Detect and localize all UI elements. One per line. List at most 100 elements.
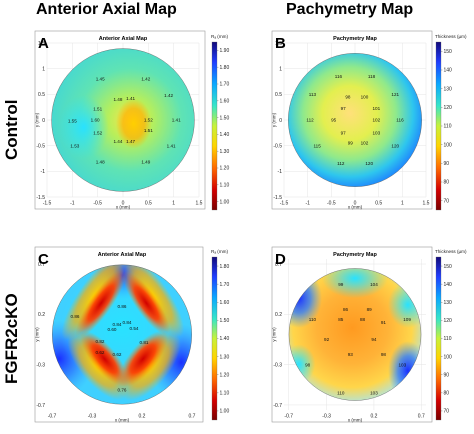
column-title-pachymetry: Pachymetry Map — [286, 1, 414, 18]
colorbar-tick-label: 80 — [444, 391, 450, 397]
data-label: 89 — [367, 307, 373, 312]
colorbar-tick-label: 1.20 — [220, 372, 230, 378]
map-region — [122, 271, 171, 336]
data-label: 0.54 — [130, 326, 139, 331]
x-tick-label: 1 — [172, 201, 175, 207]
x-tick-label: 0.7 — [418, 414, 425, 420]
data-label: 103 — [370, 390, 378, 395]
data-label: 116 — [335, 74, 343, 79]
x-tick-label: 0.5 — [145, 201, 152, 207]
data-label: 95 — [331, 118, 337, 123]
map-surface — [51, 48, 195, 192]
colorbar-label: Rₐ (mm) — [211, 249, 228, 254]
data-label: 103 — [398, 362, 406, 367]
map-outline — [288, 268, 422, 401]
colorbar-tick-label: 1.60 — [220, 300, 230, 306]
y-tick-label: 0.7 — [275, 262, 282, 268]
map-region — [58, 94, 109, 160]
data-label: 1.51 — [144, 128, 153, 133]
y-tick-label: -0.3 — [273, 363, 282, 369]
data-label: 1.48 — [96, 160, 105, 165]
panel-letter: D — [275, 251, 286, 268]
x-tick-label: -0.7 — [48, 414, 57, 420]
y-axis-label: y (mm) — [272, 327, 277, 342]
data-label: 100 — [361, 95, 369, 100]
data-label: 110 — [337, 390, 345, 395]
colorbar-tick-label: 1.10 — [220, 183, 230, 189]
colorbar-tick-label: 130 — [444, 300, 453, 306]
colorbar-tick-label: 1.70 — [220, 282, 230, 288]
colorbar-tick-label: 1.50 — [220, 115, 230, 121]
colorbar-tick-label: 1.80 — [220, 264, 230, 270]
y-tick-label: -0.5 — [36, 143, 45, 149]
y-tick-label: -1 — [278, 169, 283, 175]
data-label: 118 — [368, 74, 376, 79]
data-label: 0.62 — [113, 352, 122, 357]
data-label: 1.41 — [167, 143, 176, 148]
x-tick-label: -1 — [305, 201, 310, 207]
data-label: 1.41 — [172, 118, 181, 123]
colorbar-tick-label: 1.30 — [220, 149, 230, 155]
panel-letter: C — [38, 251, 49, 268]
x-tick-label: -0.7 — [284, 414, 293, 420]
data-label: 97 — [341, 106, 347, 111]
map-background — [288, 268, 422, 401]
colorbar-tick-label: 120 — [444, 105, 453, 111]
colorbar — [435, 256, 442, 421]
x-axis-label: x (mm) — [116, 205, 131, 210]
y-tick-label: 0.5 — [275, 92, 282, 98]
x-tick-label: 1 — [401, 201, 404, 207]
x-tick-label: -0.3 — [88, 414, 97, 420]
data-label: 1.42 — [164, 93, 173, 98]
data-label: 101 — [372, 106, 380, 111]
x-tick-label: 0.2 — [139, 414, 146, 420]
y-tick-label: 0.5 — [38, 92, 45, 98]
y-tick-label: 0.7 — [38, 262, 45, 268]
data-label: 99 — [348, 141, 354, 146]
colorbar-tick-label: 1.10 — [220, 391, 230, 397]
data-label: 109 — [403, 317, 411, 322]
colorbar-tick-label: 140 — [444, 282, 453, 288]
y-axis-label: y (mm) — [35, 112, 40, 127]
y-tick-label: 1 — [279, 66, 282, 72]
y-axis-label: y (mm) — [35, 327, 40, 342]
colorbar-tick-label: 70 — [444, 409, 450, 415]
data-label: 120 — [365, 161, 373, 166]
colorbar — [435, 41, 442, 211]
x-tick-label: 1.5 — [196, 201, 203, 207]
x-tick-label: 0.2 — [370, 414, 377, 420]
colorbar-tick-label: 1.90 — [220, 48, 230, 54]
data-label: 1.49 — [141, 160, 150, 165]
y-tick-label: -1.5 — [36, 195, 45, 201]
data-label: 0.86 — [118, 304, 127, 309]
data-label: 0.81 — [140, 340, 149, 345]
data-label: 103 — [372, 130, 380, 135]
data-label: 1.44 — [113, 139, 122, 144]
data-label: 0.76 — [118, 387, 127, 392]
map-region — [115, 98, 152, 149]
x-axis-label: x (mm) — [348, 418, 363, 423]
colorbar-tick-label: 110 — [444, 336, 452, 342]
x-tick-label: -0.5 — [93, 201, 102, 207]
data-label: 92 — [324, 337, 330, 342]
data-label: 1.55 — [68, 119, 77, 124]
map-surface — [52, 264, 192, 405]
y-tick-label: -0.7 — [36, 403, 45, 409]
map-region — [118, 330, 168, 388]
chart-title: Pachymetry Map — [333, 252, 377, 258]
data-label: 113 — [309, 92, 317, 97]
data-label: 1.52 — [144, 118, 153, 123]
data-label: 86 — [343, 307, 349, 312]
x-tick-label: -1.5 — [280, 201, 289, 207]
data-label: 112 — [306, 118, 314, 123]
map-background — [288, 53, 422, 187]
y-tick-label: 0.2 — [275, 312, 282, 318]
data-label: 98 — [345, 95, 351, 100]
data-label: 85 — [338, 317, 344, 322]
y-tick-label: -0.3 — [36, 363, 45, 369]
data-label: 0.62 — [96, 350, 105, 355]
data-label: 98 — [305, 362, 311, 367]
x-tick-label: 0 — [354, 201, 357, 207]
colorbar-label: Rₐ (mm) — [211, 34, 228, 39]
map-outline — [51, 48, 195, 192]
